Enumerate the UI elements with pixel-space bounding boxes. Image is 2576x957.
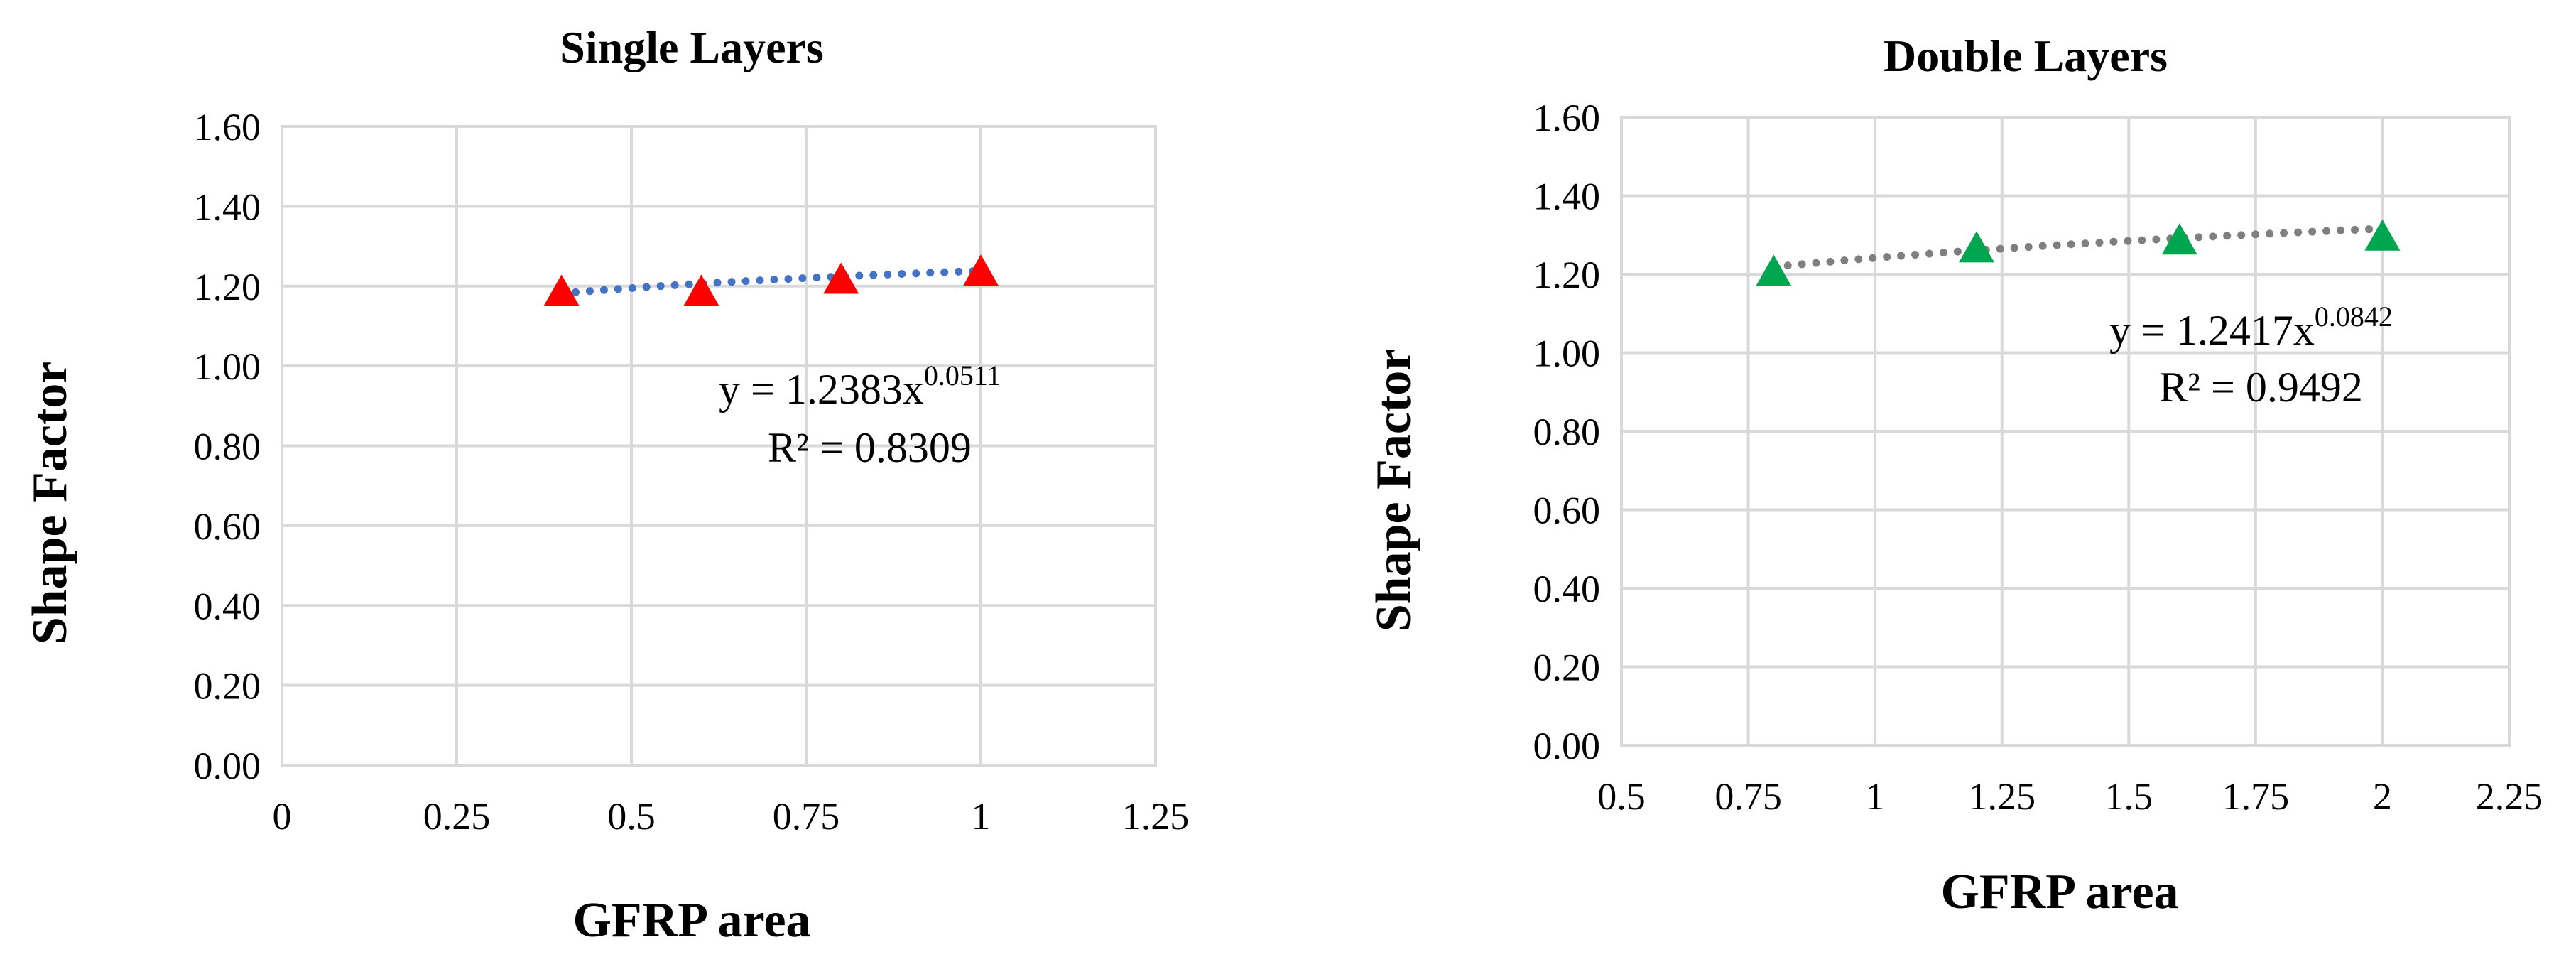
x-tick-label: 0.75 — [773, 795, 840, 838]
equation-base: y = 1.2383x — [719, 366, 924, 413]
x-tick-label: 2.25 — [2476, 775, 2543, 818]
y-tick-label: 0.20 — [1533, 647, 1601, 689]
data-point-triangle — [683, 274, 719, 306]
equation-base: y = 1.2417x — [2109, 307, 2315, 354]
data-point-triangle — [823, 262, 859, 294]
data-point-triangle — [2364, 219, 2401, 251]
y-tick-label: 0.40 — [1533, 568, 1601, 610]
x-tick-label: 1.5 — [2105, 775, 2153, 818]
x-tick-label: 1 — [1866, 775, 1885, 818]
x-axis-label: GFRP area — [572, 893, 810, 948]
y-tick-label: 1.00 — [194, 345, 261, 388]
grid-lines — [281, 125, 1157, 767]
y-tick-label: 1.20 — [194, 266, 261, 308]
y-tick-label: 0.60 — [194, 505, 261, 548]
power-trendline — [558, 266, 985, 298]
y-tick-label: 1.60 — [194, 106, 261, 148]
x-tick-label: 1.75 — [2222, 775, 2290, 818]
chart-title: Single Layers — [560, 22, 824, 72]
x-tick-label: 1.25 — [1968, 775, 2036, 818]
y-tick-label: 0.60 — [1533, 490, 1601, 532]
plot-area-border — [281, 125, 1157, 767]
data-markers — [1756, 219, 2401, 286]
y-tick-labels: 0.00 0.20 0.40 0.60 0.80 1.00 1.20 1.40 1.60 — [1533, 97, 1601, 767]
chart-title: Double Layers — [1884, 31, 2168, 81]
y-tick-label: 1.00 — [1533, 332, 1601, 375]
y-tick-label: 1.20 — [1533, 254, 1601, 296]
y-tick-label: 1.40 — [194, 185, 261, 228]
equation-exponent: 0.0842 — [2315, 301, 2393, 332]
data-point-triangle — [963, 254, 999, 286]
grid-lines — [1620, 116, 2511, 747]
y-tick-label: 0.00 — [194, 745, 261, 787]
data-point-triangle — [543, 274, 580, 306]
x-tick-label: 0.25 — [423, 795, 491, 838]
trendline-equation: y = 1.2417x0.0842 — [2109, 301, 2393, 354]
y-tick-labels: 0.00 0.20 0.40 0.60 0.80 1.00 1.20 1.40 1.60 — [194, 106, 261, 787]
x-tick-label: 0.5 — [1597, 775, 1646, 818]
trendline-layer — [1769, 225, 2386, 271]
y-tick-label: 0.20 — [194, 665, 261, 708]
x-axis-label: GFRP area — [1940, 865, 2178, 919]
y-tick-label: 0.00 — [1533, 725, 1601, 767]
x-tick-label: 0 — [273, 795, 292, 838]
trendline-equation: y = 1.2383x0.0511 — [719, 359, 1001, 413]
data-point-triangle — [1756, 254, 1792, 286]
y-axis-label: Shape Factor — [23, 362, 77, 645]
plot-area-border — [1620, 116, 2511, 747]
x-tick-label: 0.5 — [607, 795, 656, 838]
y-axis-label: Shape Factor — [1366, 349, 1421, 632]
trendline-layer — [558, 266, 985, 298]
double-layers-chart: Double Layers 0.00 0.20 0.40 0.60 0.80 1.00 1.… — [1366, 31, 2543, 919]
r-squared: R² = 0.9492 — [2159, 364, 2363, 411]
y-tick-label: 1.60 — [1533, 97, 1601, 139]
y-tick-label: 0.40 — [194, 585, 261, 627]
y-tick-label: 1.40 — [1533, 175, 1601, 218]
r-squared: R² = 0.8309 — [768, 424, 972, 471]
data-point-triangle — [2161, 223, 2197, 255]
equation-exponent: 0.0511 — [924, 359, 1001, 391]
x-tick-label: 2 — [2373, 775, 2392, 818]
y-tick-label: 0.80 — [194, 426, 261, 468]
x-tick-labels: 0.5 0.75 1 1.25 1.5 1.75 2 2.25 — [1597, 775, 2543, 818]
x-tick-label: 0.75 — [1714, 775, 1782, 818]
data-markers — [543, 254, 999, 306]
single-layers-chart: Single Layers 0.00 0.20 0.40 0.60 0.80 1.00 1.… — [23, 22, 1189, 948]
x-tick-label: 1.25 — [1122, 795, 1190, 838]
data-point-triangle — [1959, 231, 1994, 263]
power-trendline — [1769, 225, 2386, 271]
x-tick-label: 1 — [972, 795, 991, 838]
x-tick-labels: 0 0.25 0.5 0.75 1 1.25 — [273, 795, 1190, 838]
y-tick-label: 0.80 — [1533, 411, 1601, 453]
